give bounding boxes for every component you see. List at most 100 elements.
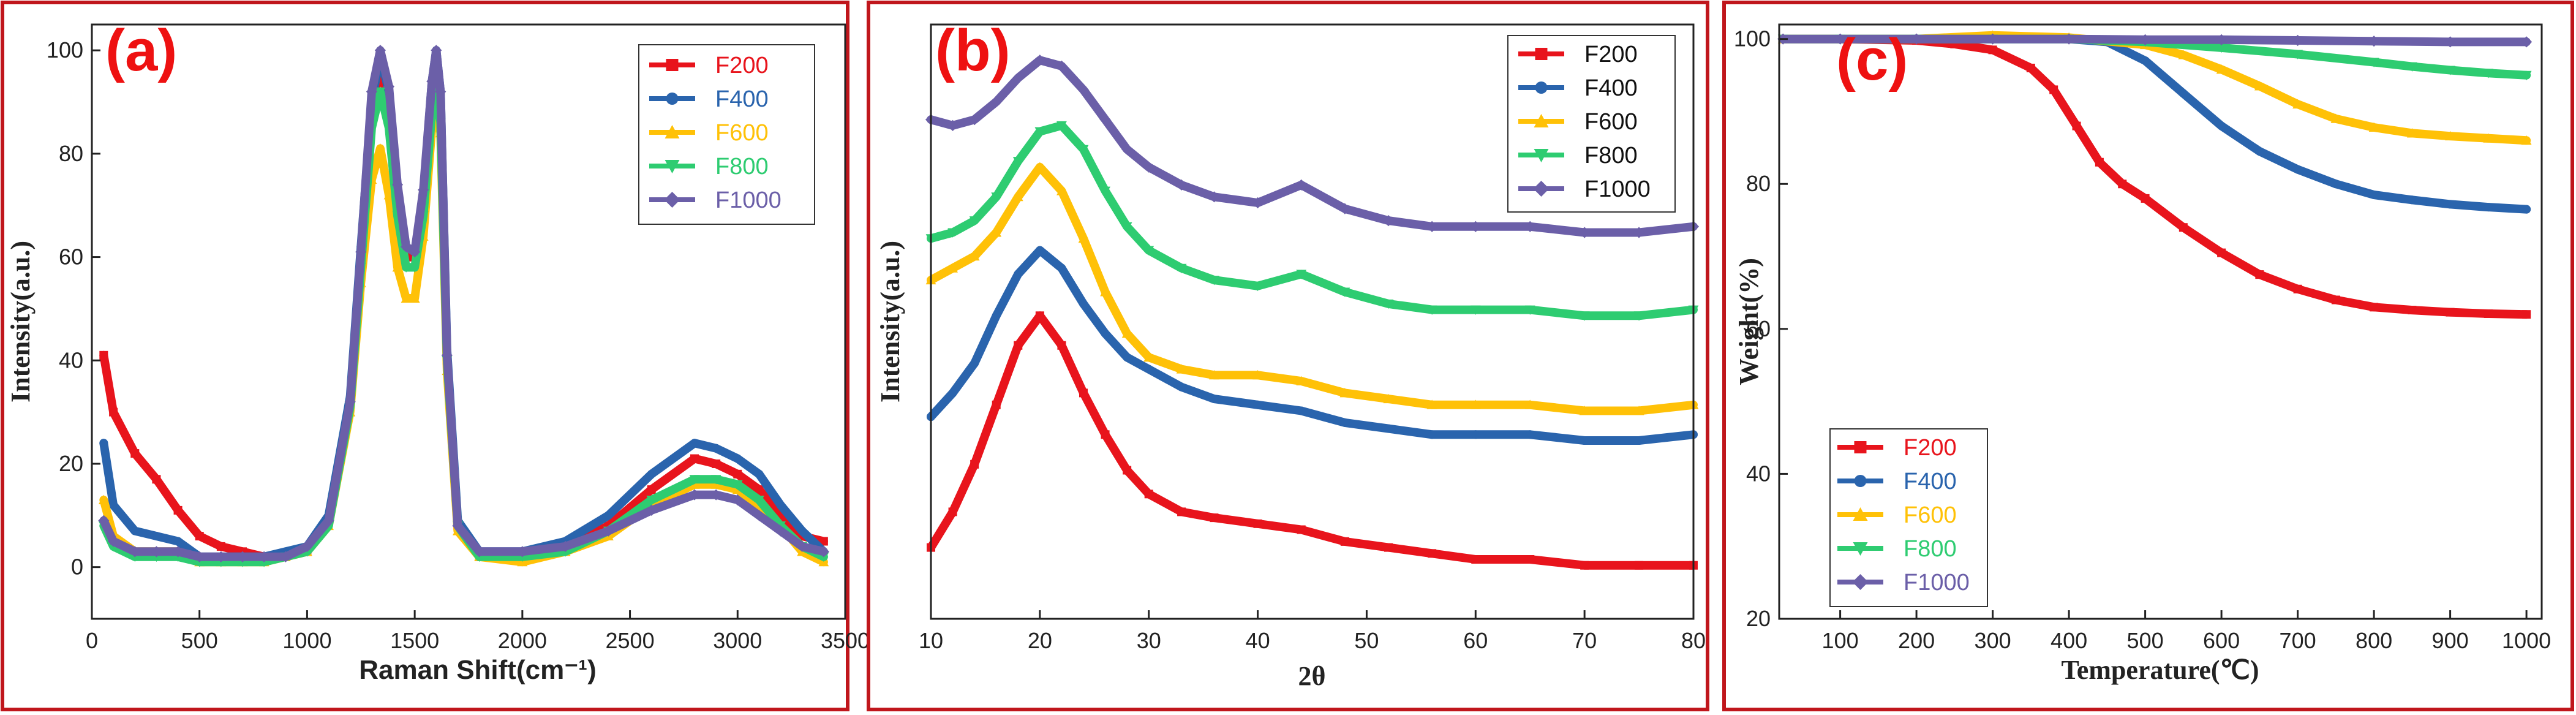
data-point-f800 xyxy=(710,475,721,485)
data-point-f400 xyxy=(2522,205,2531,214)
data-point-f1000 xyxy=(1175,179,1188,191)
data-point-f400 xyxy=(1253,400,1262,409)
data-point-f1000 xyxy=(516,546,528,558)
data-point-f600 xyxy=(1383,393,1394,404)
data-point-f400 xyxy=(1079,299,1088,308)
legend-label-f600: F600 xyxy=(715,120,769,146)
legend-marker-f600 xyxy=(665,125,680,138)
data-point-f400 xyxy=(1635,436,1644,445)
data-point-f200 xyxy=(1526,555,1535,564)
data-point-f800 xyxy=(1633,311,1644,321)
data-point-f600 xyxy=(991,227,1002,237)
data-point-f1000 xyxy=(301,540,313,553)
data-point-f400 xyxy=(2484,203,2493,212)
data-point-f200 xyxy=(2255,270,2264,279)
legend-label-f400: F400 xyxy=(1584,75,1638,101)
data-point-f800 xyxy=(2292,50,2303,59)
data-point-f800 xyxy=(991,192,1002,202)
y-tick-label: 60 xyxy=(59,244,83,270)
data-point-f200 xyxy=(2179,223,2188,232)
x-tick-label: 50 xyxy=(1354,628,1379,653)
data-point-f1000 xyxy=(796,540,808,553)
data-point-f800 xyxy=(2216,43,2227,53)
data-point-f1000 xyxy=(753,510,765,521)
data-point-f200 xyxy=(755,485,764,494)
data-point-f600 xyxy=(2178,50,2189,59)
data-point-f1000 xyxy=(2521,36,2533,48)
data-point-f600 xyxy=(969,251,980,261)
panel-c: 100 200 300 400 500 600 700 800 900 1000 20 40 60 80 1… xyxy=(1722,1,2574,711)
data-point-f600 xyxy=(1579,406,1590,415)
legend-label-f800: F800 xyxy=(715,154,769,180)
x-tick-label: 1500 xyxy=(390,628,439,653)
data-point-f1000 xyxy=(1633,227,1645,238)
series-group xyxy=(925,55,1700,570)
data-point-f400 xyxy=(712,444,721,453)
data-point-f400 xyxy=(109,501,118,510)
data-point-f1000 xyxy=(1208,191,1220,203)
data-point-f800 xyxy=(2445,66,2455,75)
data-point-f600 xyxy=(98,494,109,504)
data-point-f1000 xyxy=(98,515,110,526)
data-point-f1000 xyxy=(1470,221,1482,232)
data-point-f200 xyxy=(1297,525,1306,534)
data-point-f1000 xyxy=(947,119,958,131)
y-tick-label: 0 xyxy=(71,554,83,580)
data-point-f400 xyxy=(1428,430,1437,439)
data-point-f200 xyxy=(195,532,204,541)
x-tick-label: 3500 xyxy=(821,628,870,653)
data-point-f200 xyxy=(2484,309,2493,318)
data-point-f1000 xyxy=(1295,179,1307,191)
data-point-f200 xyxy=(1101,430,1110,439)
data-point-f600 xyxy=(401,293,412,303)
data-point-f400 xyxy=(1340,418,1349,427)
data-point-f200 xyxy=(1079,388,1088,398)
data-point-f1000 xyxy=(400,241,412,252)
panel-a: 0 500 1000 1500 2000 2500 3000 3500 0 20 40 60 80 100… xyxy=(1,1,870,711)
data-point-f200 xyxy=(99,350,108,360)
x-tick-label: 100 xyxy=(1822,628,1859,653)
data-point-f200 xyxy=(2370,303,2379,312)
data-point-f1000 xyxy=(108,535,119,547)
data-point-f400 xyxy=(1177,382,1186,392)
data-point-f1000 xyxy=(391,179,404,191)
data-point-f1000 xyxy=(688,489,701,501)
data-point-f1000 xyxy=(1426,221,1438,232)
data-point-f1000 xyxy=(1121,143,1133,155)
data-point-f400 xyxy=(1144,365,1153,374)
data-point-f1000 xyxy=(603,525,614,537)
x-tick-label: 600 xyxy=(2203,628,2240,653)
data-point-f200 xyxy=(2293,284,2302,293)
data-point-f1000 xyxy=(2139,34,2151,45)
data-point-f1000 xyxy=(355,246,367,258)
data-point-f800 xyxy=(409,263,420,273)
data-point-f1000 xyxy=(323,515,334,526)
legend-label-f800: F800 xyxy=(1904,536,1957,562)
data-point-f1000 xyxy=(1252,197,1264,209)
data-point-f200 xyxy=(970,460,979,469)
data-point-f600 xyxy=(1176,364,1187,374)
data-point-f600 xyxy=(2216,64,2227,74)
data-point-f400 xyxy=(152,532,161,541)
data-point-f400 xyxy=(604,511,613,520)
data-point-f600 xyxy=(2483,133,2494,143)
legend: F200 F400 F600 F800 F1000 xyxy=(1829,428,1988,607)
data-point-f400 xyxy=(992,311,1001,320)
legend-label-f200: F200 xyxy=(715,53,769,78)
data-point-f800 xyxy=(1121,222,1132,232)
plot-frame xyxy=(930,23,1695,620)
y-axis-title: Intensity(a.u.) xyxy=(875,241,905,403)
data-point-f600 xyxy=(1012,191,1023,202)
data-point-f800 xyxy=(1383,299,1394,309)
data-point-f1000 xyxy=(441,349,453,361)
data-point-f600 xyxy=(1056,186,1067,195)
y-axis-title: Weight(%) xyxy=(1734,258,1764,385)
data-point-f800 xyxy=(1176,263,1187,274)
data-point-f200 xyxy=(647,485,656,494)
legend-marker-f1000 xyxy=(664,192,680,208)
data-point-f400 xyxy=(1580,436,1589,445)
legend-label-f1000: F1000 xyxy=(1904,570,1970,596)
data-point-f600 xyxy=(1470,399,1481,409)
legend-marker-f800 xyxy=(665,160,680,173)
data-point-f800 xyxy=(754,496,764,505)
